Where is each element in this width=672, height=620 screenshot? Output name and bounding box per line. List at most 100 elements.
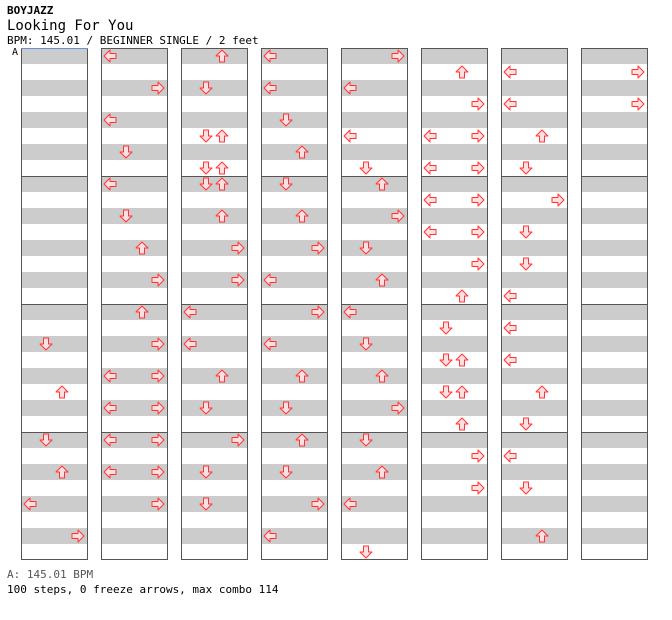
arrow-down-icon (359, 241, 373, 255)
measure-line (101, 304, 168, 305)
measure-line (421, 48, 488, 49)
measure-line (181, 48, 248, 49)
arrow-right-icon (471, 161, 485, 175)
arrow-down-icon (119, 209, 133, 223)
measure-line (581, 304, 648, 305)
arrow-right-icon (151, 81, 165, 95)
arrow-left-icon (263, 273, 277, 287)
measure-line (101, 48, 168, 49)
arrow-up-icon (295, 145, 309, 159)
measure-line (21, 559, 88, 560)
arrow-up-icon (295, 433, 309, 447)
arrow-right-icon (311, 241, 325, 255)
chart-column-8 (581, 48, 648, 560)
arrow-down-icon (279, 465, 293, 479)
arrow-left-icon (263, 49, 277, 63)
measure-line (261, 559, 328, 560)
chart-column-6 (421, 48, 488, 560)
arrow-down-icon (279, 401, 293, 415)
arrow-left-icon (103, 177, 117, 191)
bpm-marker-label: A (12, 47, 19, 58)
arrow-down-icon (519, 257, 533, 271)
arrow-right-icon (471, 97, 485, 111)
measure-line (501, 176, 568, 177)
arrow-down-icon (359, 433, 373, 447)
arrow-right-icon (391, 209, 405, 223)
arrow-up-icon (375, 273, 389, 287)
arrow-up-icon (535, 385, 549, 399)
measure-line (261, 176, 328, 177)
arrow-down-icon (199, 497, 213, 511)
measure-line (261, 432, 328, 433)
arrow-up-icon (215, 129, 229, 143)
measure-line (501, 559, 568, 560)
arrow-left-icon (343, 305, 357, 319)
arrow-down-icon (519, 481, 533, 495)
measure-line (261, 304, 328, 305)
arrow-down-icon (439, 321, 453, 335)
measure-line (101, 176, 168, 177)
arrow-left-icon (503, 449, 517, 463)
arrow-up-icon (55, 465, 69, 479)
song-title: Looking For You (7, 18, 134, 34)
arrow-down-icon (199, 177, 213, 191)
arrow-up-icon (535, 129, 549, 143)
measure-line (501, 48, 568, 49)
chart-column-7 (501, 48, 568, 560)
arrow-down-icon (519, 161, 533, 175)
chart-summary: 100 steps, 0 freeze arrows, max combo 11… (7, 583, 279, 596)
arrow-left-icon (503, 97, 517, 111)
arrow-up-icon (215, 369, 229, 383)
measure-line (21, 176, 88, 177)
arrow-left-icon (503, 353, 517, 367)
arrow-up-icon (375, 465, 389, 479)
measure-line (21, 432, 88, 433)
arrow-left-icon (503, 65, 517, 79)
arrow-up-icon (295, 209, 309, 223)
arrow-right-icon (231, 433, 245, 447)
arrow-down-icon (199, 129, 213, 143)
chart-column-1 (21, 48, 88, 560)
arrow-up-icon (375, 369, 389, 383)
arrow-down-icon (279, 177, 293, 191)
measure-line (581, 432, 648, 433)
measure-line (261, 48, 328, 49)
arrow-left-icon (423, 193, 437, 207)
measure-line (501, 432, 568, 433)
arrow-right-icon (631, 97, 645, 111)
arrow-down-icon (199, 81, 213, 95)
arrow-left-icon (343, 497, 357, 511)
measure-line (421, 432, 488, 433)
arrow-right-icon (391, 49, 405, 63)
arrow-down-icon (279, 113, 293, 127)
arrow-down-icon (199, 161, 213, 175)
arrow-up-icon (55, 385, 69, 399)
arrow-up-icon (535, 529, 549, 543)
arrow-down-icon (199, 401, 213, 415)
arrow-down-icon (199, 465, 213, 479)
measure-line (101, 559, 168, 560)
arrow-down-icon (119, 145, 133, 159)
arrow-left-icon (103, 49, 117, 63)
bpm-marker-line (21, 48, 88, 49)
arrow-right-icon (471, 225, 485, 239)
measure-line (21, 304, 88, 305)
arrow-left-icon (263, 529, 277, 543)
arrow-right-icon (391, 401, 405, 415)
arrow-up-icon (215, 177, 229, 191)
chart-column-3 (181, 48, 248, 560)
arrow-down-icon (359, 545, 373, 559)
arrow-left-icon (103, 113, 117, 127)
measure-line (421, 559, 488, 560)
arrow-down-icon (39, 337, 53, 351)
measure-line (341, 432, 408, 433)
arrow-right-icon (151, 401, 165, 415)
arrow-left-icon (103, 369, 117, 383)
arrow-right-icon (231, 273, 245, 287)
measure-line (341, 176, 408, 177)
arrow-up-icon (295, 369, 309, 383)
bpm-legend: A: 145.01 BPM (7, 568, 94, 581)
arrow-left-icon (343, 129, 357, 143)
arrow-up-icon (135, 305, 149, 319)
